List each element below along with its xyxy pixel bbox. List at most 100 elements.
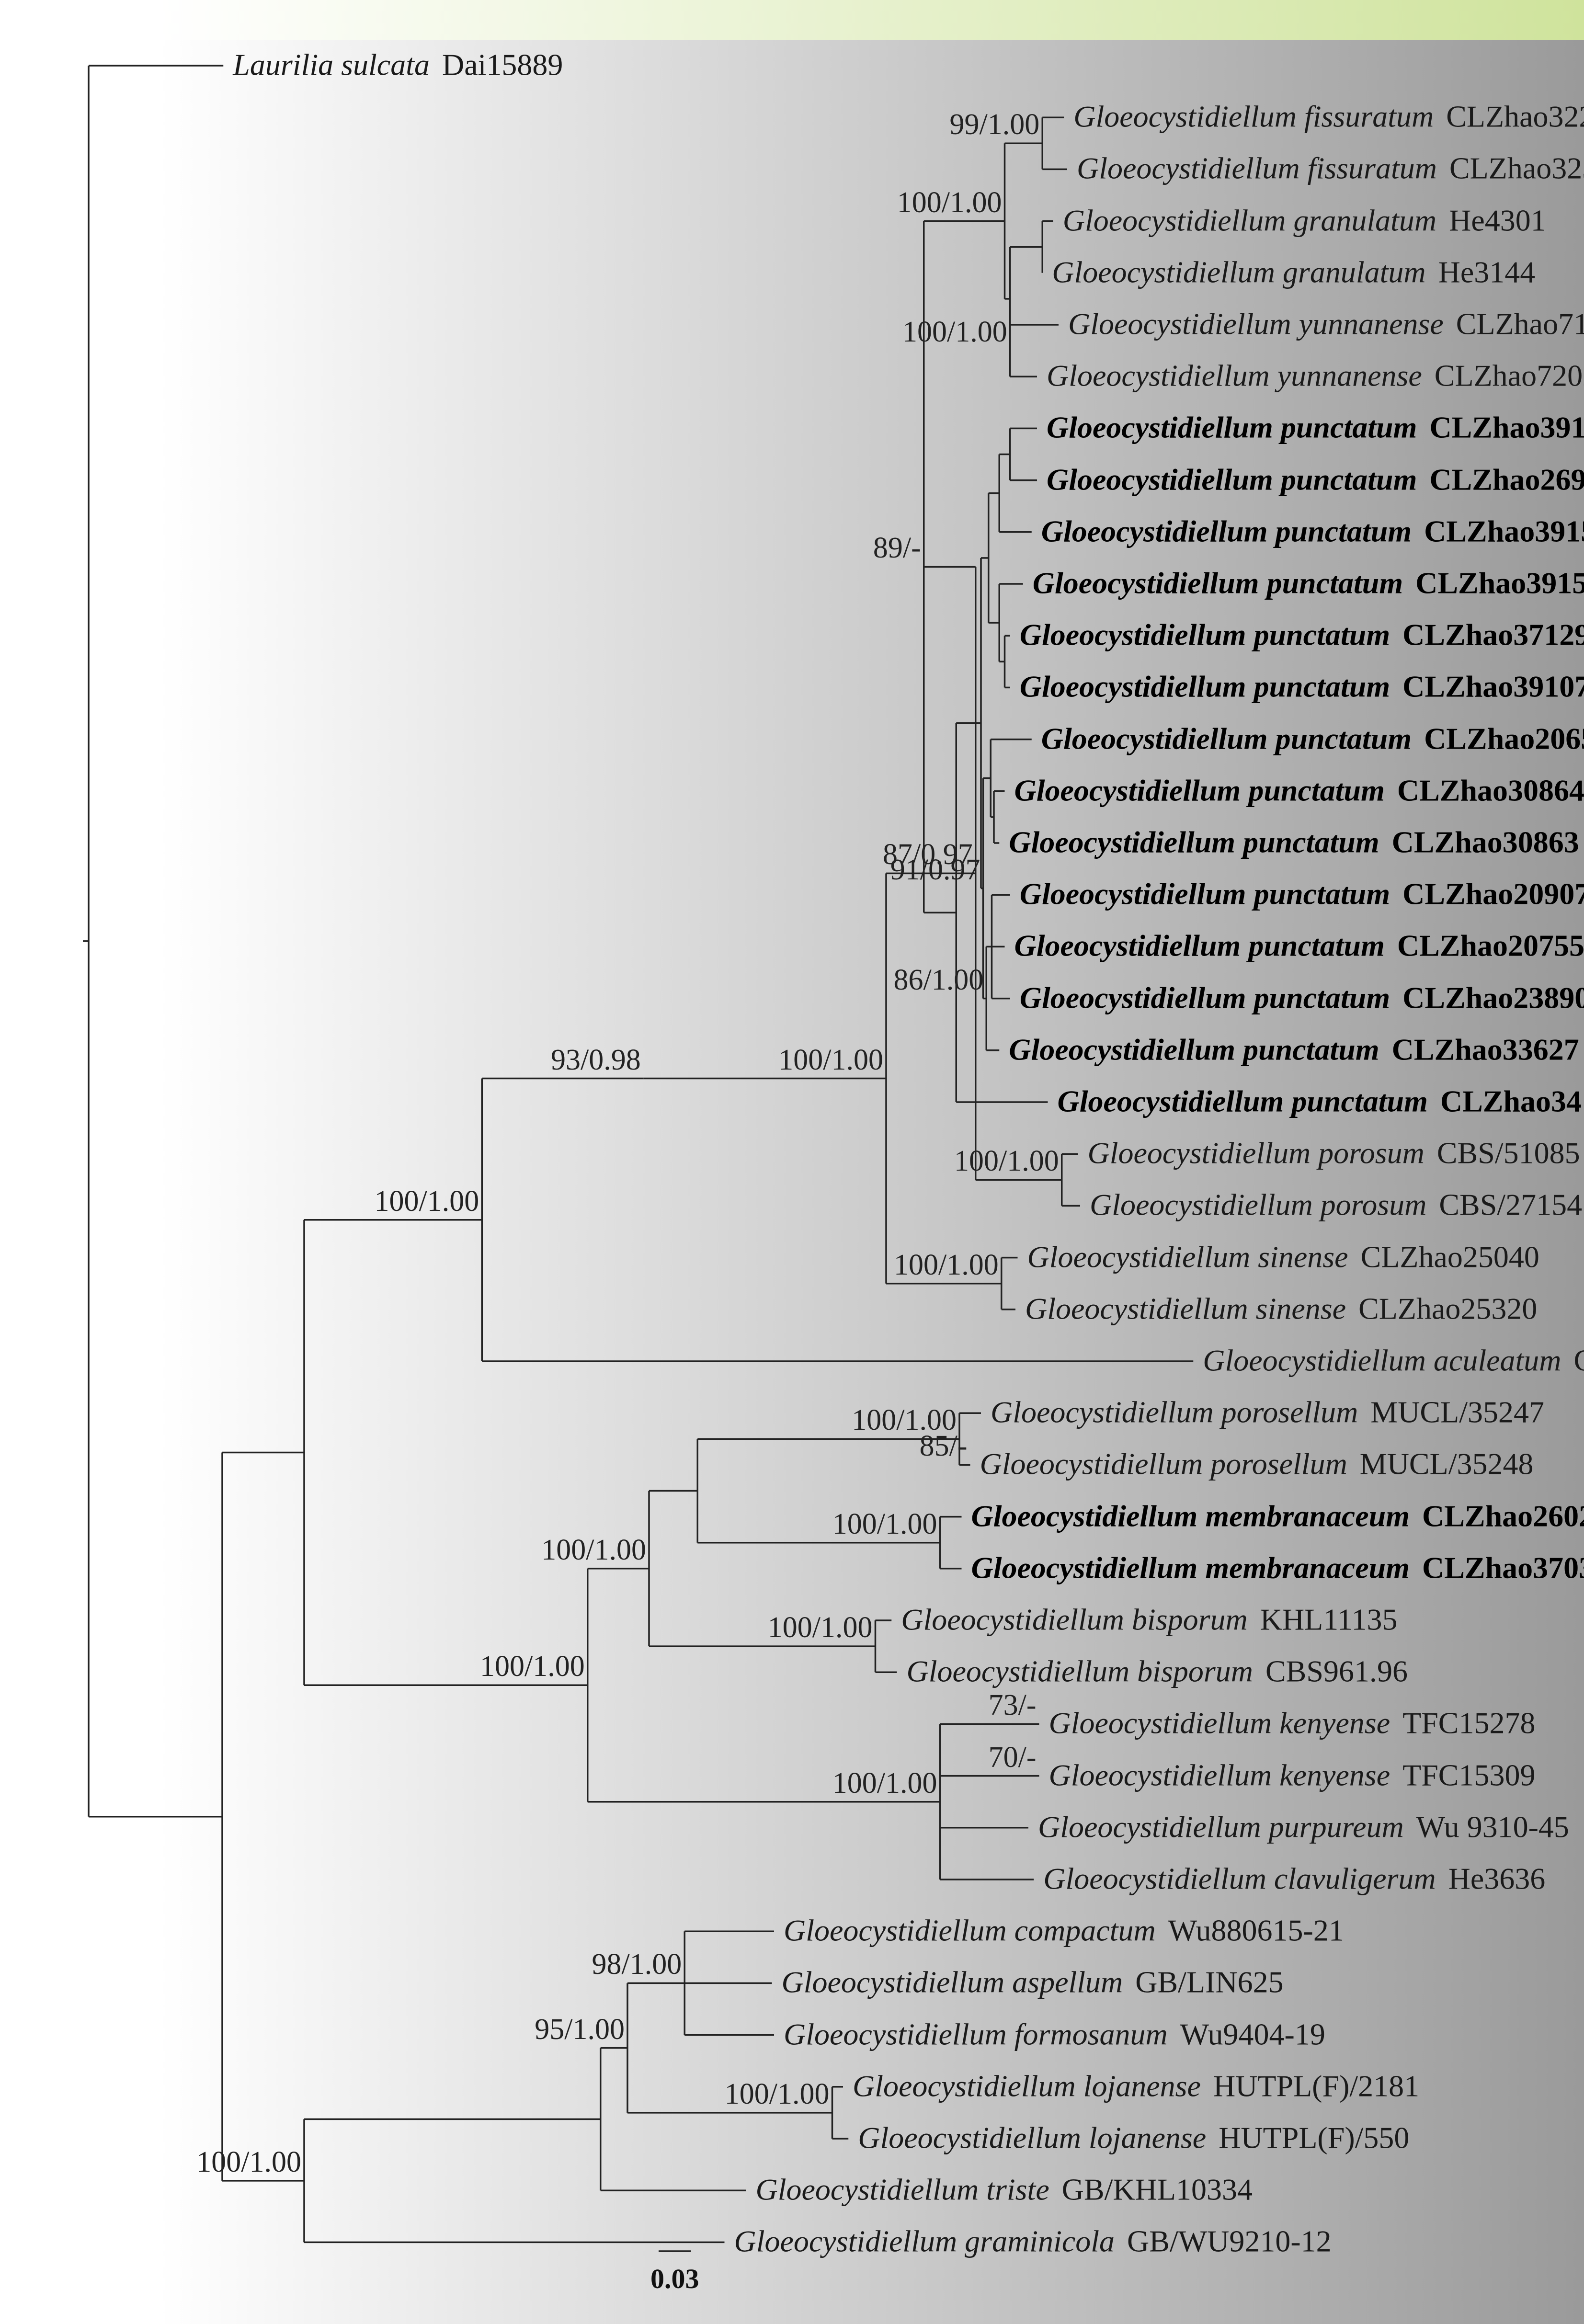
voucher-id: HUTPL(F)/550: [1219, 2120, 1410, 2155]
species-name: Gloeocystidiellum punctatum: [1014, 773, 1385, 808]
voucher-id: CLZhao20907: [1402, 877, 1584, 911]
species-name: Gloeocystidiellum lojanense: [853, 2069, 1201, 2103]
taxon-label: Gloeocystidiellum bisporum KHL11135: [901, 1602, 1398, 1637]
support-value: 100/1.00: [832, 1766, 937, 1800]
species-name: Gloeocystidiellum punctatum: [1047, 462, 1417, 497]
species-name: Gloeocystidiellum lojanense: [858, 2120, 1207, 2155]
taxon-label: Gloeocystidiellum fissuratum CLZhao32247: [1073, 99, 1584, 134]
species-name: Gloeocystidiellum porosellum: [980, 1447, 1347, 1481]
taxon-label: Gloeocystidiellum aspellum GB/LIN625: [782, 1967, 1284, 1998]
voucher-id: CLZhao25040: [1360, 1240, 1539, 1274]
taxon-label: Gloeocystidiellum membranaceum CLZhao3703…: [971, 1550, 1584, 1585]
voucher-id: CLZhao33627: [1391, 1032, 1579, 1067]
voucher-id: TFC15309: [1402, 1758, 1536, 1792]
taxon-label: Gloeocystidiellum sinense CLZhao25040: [1027, 1242, 1539, 1272]
support-value: 95/1.00: [535, 2013, 625, 2046]
taxon-label: Gloeocystidiellum compactum Wu880615-21: [784, 1915, 1344, 1946]
species-name: Gloeocystidiellum punctatum: [1009, 1032, 1379, 1067]
voucher-id: GB/WU9210-12: [1127, 2224, 1332, 2259]
species-name: Gloeocystidiellum aculeatum: [1203, 1343, 1561, 1378]
voucher-id: GB/KHL10334: [1061, 2172, 1253, 2207]
support-value: 100/1.00: [832, 1507, 937, 1540]
taxon-label: Gloeocystidiellum aculeatum GB/2647: [1203, 1345, 1584, 1376]
taxon-label: Gloeocystidiellum punctatum CLZhao33627: [1009, 1032, 1579, 1067]
species-name: Gloeocystidiellum porosum: [1090, 1188, 1427, 1222]
support-value: 100/1.00: [767, 1611, 873, 1644]
species-name: Gloeocystidiellum punctatum: [1041, 721, 1412, 756]
taxon-label: Gloeocystidiellum punctatum CLZhao30864: [1014, 775, 1584, 806]
voucher-id: CLZhao30864: [1397, 773, 1584, 808]
support-value: 100/1.00: [902, 316, 1007, 349]
taxon-label: Gloeocystidiellum punctatum CLZhao26935: [1047, 464, 1584, 495]
support-value: 73/-: [988, 1689, 1037, 1722]
support-value: 99/1.00: [949, 108, 1040, 141]
species-name: Gloeocystidiellum graminicola: [734, 2224, 1115, 2259]
species-name: Gloeocystidiellum sinense: [1027, 1240, 1348, 1274]
taxon-label: Gloeocystidiellum triste GB/KHL10334: [756, 2172, 1253, 2207]
species-name: Gloeocystidiellum punctatum: [1014, 929, 1385, 963]
species-name: Gloeocystidiellum kenyense: [1048, 1758, 1390, 1792]
species-name: Gloeocystidiellum porosellum: [991, 1395, 1358, 1429]
taxon-label: Gloeocystidiellum punctatum CLZhao39124: [1047, 412, 1584, 443]
voucher-id: CLZhao25320: [1358, 1291, 1538, 1326]
voucher-id: CBS/51085: [1436, 1136, 1580, 1170]
taxon-label: Gloeocystidiellum lojanense HUTPL(F)/550: [858, 2120, 1410, 2155]
support-value: 91/0.97: [890, 853, 980, 886]
voucher-id: CLZhao7165: [1456, 307, 1584, 341]
species-name: Gloeocystidiellum formosanum: [784, 2017, 1168, 2051]
voucher-id: CLZhao39124: [1429, 410, 1584, 445]
taxon-label: Gloeocystidiellum punctatum CLZhao39158: [1033, 568, 1584, 599]
scale-bar-label: 0.03: [650, 2263, 699, 2294]
taxon-label: Gloeocystidiellum punctatum CLZhao39155: [1041, 516, 1584, 547]
support-value: 100/1.00: [897, 186, 1002, 219]
species-name: Gloeocystidiellum aspellum: [781, 1965, 1123, 2000]
voucher-id: HUTPL(F)/2181: [1213, 2069, 1420, 2103]
species-name: Gloeocystidiellum kenyense: [1048, 1706, 1390, 1741]
taxon-label: Gloeocystidiellum punctatum CLZhao23890: [1020, 982, 1584, 1013]
species-name: Gloeocystidiellum porosum: [1087, 1136, 1424, 1170]
voucher-id: GB/2647: [1574, 1344, 1584, 1378]
voucher-id: He4301: [1449, 203, 1546, 238]
taxon-label: Gloeocystidiellum granulatum He4301: [1063, 205, 1546, 236]
taxon-label: Gloeocystidiellum punctatum CLZhao30863: [1009, 827, 1579, 858]
voucher-id: He3144: [1438, 255, 1536, 289]
support-value: 85/-: [919, 1430, 968, 1463]
taxon-label: Laurilia sulcata Dai15889: [233, 47, 563, 82]
support-value: 100/1.00: [894, 1248, 999, 1281]
voucher-id: CLZhao20657: [1424, 721, 1584, 756]
taxon-label: Gloeocystidiellum punctatum CLZhao20907: [1020, 877, 1584, 911]
species-name: Gloeocystidiellum purpureum: [1038, 1810, 1404, 1844]
species-name: Gloeocystidiellum membranaceum: [971, 1550, 1410, 1585]
voucher-id: Dai15889: [442, 47, 563, 82]
species-name: Gloeocystidiellum punctatum: [1047, 410, 1417, 445]
support-value: 100/1.00: [541, 1533, 646, 1566]
taxon-label: Gloeocystidiellum punctatum CLZhao37129: [1020, 617, 1584, 652]
taxon-label: Gloeocystidiellum yunnanense CLZhao7202: [1047, 360, 1584, 391]
voucher-id: TFC15278: [1402, 1706, 1536, 1741]
taxon-label: Gloeocystidiellum porosum CBS/51085: [1088, 1138, 1580, 1169]
voucher-id: CBS/27154: [1439, 1188, 1583, 1222]
support-value: 100/1.00: [778, 1043, 883, 1076]
voucher-id: KHL11135: [1260, 1602, 1398, 1637]
voucher-id: CLZhao37129: [1402, 617, 1584, 652]
support-value: 86/1.00: [893, 963, 984, 996]
voucher-id: CLZhao32247: [1446, 99, 1584, 134]
taxon-label: Gloeocystidiellum fissuratum CLZhao32303: [1077, 153, 1584, 184]
taxon-label: Gloeocystidiellum porosellum MUCL/35247: [991, 1397, 1544, 1428]
taxon-label: Gloeocystidiellum graminicola GB/WU9210-1…: [734, 2226, 1332, 2257]
taxon-label: Gloeocystidiellum bisporum CBS961.96: [907, 1656, 1408, 1687]
voucher-id: Wu 9310-45: [1416, 1810, 1569, 1844]
voucher-id: GB/LIN625: [1135, 1965, 1284, 2000]
species-name: Gloeocystidiellum bisporum: [906, 1654, 1253, 1688]
taxon-label: Gloeocystidiellum punctatum CLZhao34197: [1058, 1086, 1584, 1117]
taxon-label: Gloeocystidiellum yunnanense CLZhao7165: [1068, 307, 1584, 341]
taxon-label: Gloeocystidiellum formosanum Wu9404-19: [784, 2019, 1325, 2050]
voucher-id: CLZhao26028: [1422, 1499, 1584, 1533]
support-value: 100/1.00: [852, 1404, 957, 1437]
species-name: Gloeocystidiellum fissuratum: [1077, 151, 1437, 186]
support-value: 87/0.97: [883, 838, 973, 871]
species-name: Gloeocystidiellum granulatum: [1052, 255, 1426, 289]
voucher-id: CLZhao32303: [1449, 151, 1584, 186]
taxon-label: Gloeocystidiellum purpureum Wu 9310-45: [1038, 1810, 1569, 1844]
